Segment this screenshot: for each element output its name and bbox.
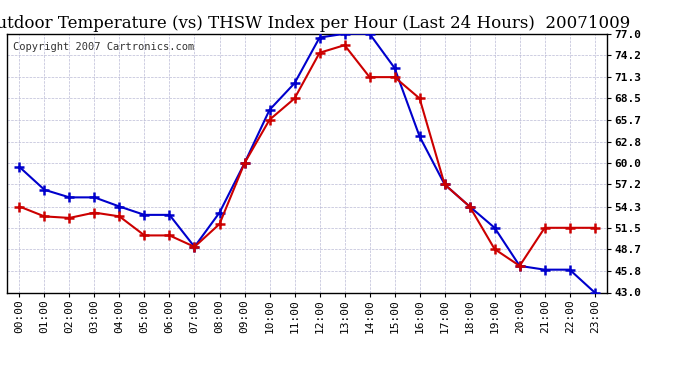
Title: Outdoor Temperature (vs) THSW Index per Hour (Last 24 Hours)  20071009: Outdoor Temperature (vs) THSW Index per … <box>0 15 631 32</box>
Text: Copyright 2007 Cartronics.com: Copyright 2007 Cartronics.com <box>13 42 194 51</box>
